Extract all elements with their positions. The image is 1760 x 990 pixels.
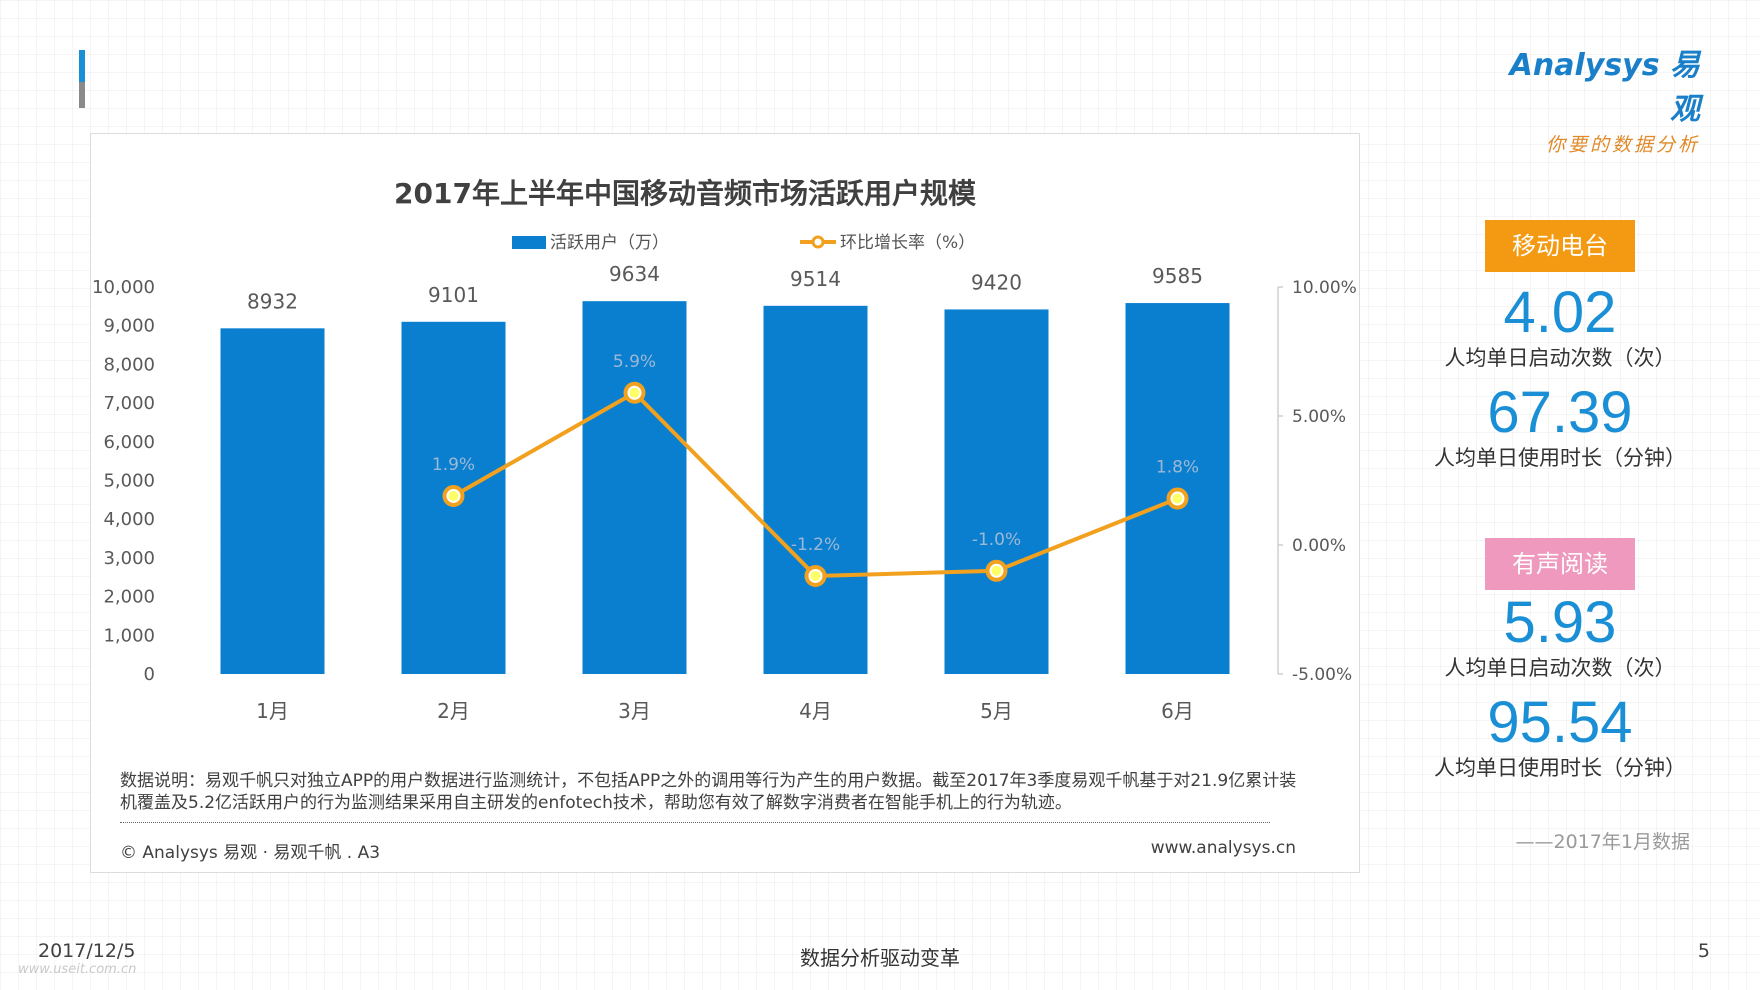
y-right-tick-label: -5.00% [1292,665,1352,685]
y-left-tick-label: 9,000 [103,316,155,337]
growth-point-core [810,570,821,581]
page-number: 5 [1697,940,1710,962]
growth-rate-label: 5.9% [613,352,656,372]
x-tick-label: 2月 [437,699,470,723]
audiobook-launches-value: 5.93 [1503,590,1617,655]
logo-brand: Analysys 易观 [1509,48,1700,127]
y-left-tick-label: 6,000 [103,432,155,453]
audiobook-duration-label: 人均单日使用时长（分钟） [1434,756,1686,780]
y-left-tick-label: 10,000 [92,277,155,298]
legend-line-marker [811,235,825,249]
radio-badge: 移动电台 [1485,220,1635,272]
y-left-tick-label: 0 [144,664,155,685]
bar-value-label: 9585 [1152,264,1203,288]
audiobook-duration-value: 95.54 [1487,690,1633,755]
accent-bar [79,50,85,108]
analysys-logo: Analysys 易观 你要的数据分析 [1500,40,1700,156]
bar [763,305,868,674]
y-right-tick-label: 10.00% [1292,278,1357,298]
growth-point-core [448,490,459,501]
data-period-note: ——2017年1月数据 [1515,831,1690,853]
x-tick-label: 1月 [256,699,289,723]
growth-rate-label: -1.2% [791,535,840,555]
dotted-divider [120,822,1270,823]
website-link[interactable]: www.analysys.cn [1150,838,1296,858]
growth-rate-points [442,381,1189,587]
radio-duration-value: 67.39 [1487,380,1633,445]
bar [220,328,325,674]
footer-date: 2017/12/5 [38,940,136,962]
x-tick-label: 4月 [799,699,832,723]
bar-value-label: 8932 [247,289,298,313]
y-left-tick-label: 5,000 [103,471,155,492]
growth-rate-label: 1.9% [432,455,475,475]
bar-value-label: 9420 [971,270,1022,294]
bar-value-label: 9101 [428,283,479,307]
bar [944,309,1049,674]
audiobook-badge: 有声阅读 [1485,538,1635,590]
right-axis: -5.00% 0.00% 5.00% 10.00% [1278,278,1357,685]
copyright: © Analysys 易观 · 易观千帆 . A3 [120,843,381,863]
audiobook-launches-label: 人均单日启动次数（次） [1444,656,1676,680]
source-watermark: www.useit.com.cn [18,962,137,977]
growth-point-core [1172,493,1183,504]
audiobook-stats: 有声阅读 5.93 人均单日启动次数（次） 95.54 人均单日使用时长（分钟） [1400,538,1720,782]
y-left-tick-label: 7,000 [103,393,155,414]
y-right-tick-label: 0.00% [1292,536,1346,556]
growth-point-core [629,387,640,398]
radio-launches-value: 4.02 [1503,280,1617,345]
bar-value-label: 9514 [790,267,841,291]
legend: 活跃用户（万） 环比增长率（%） [512,233,975,253]
x-tick-label: 5月 [980,699,1013,723]
y-left-tick-label: 2,000 [103,587,155,608]
x-tick-label: 3月 [618,699,651,723]
radio-duration-label: 人均单日使用时长（分钟） [1434,446,1686,470]
growth-rate-labels: 1.9% 5.9% -1.2% -1.0% 1.8% [432,352,1199,555]
growth-point-core [991,565,1002,576]
data-description: 数据说明：易观千帆只对独立APP的用户数据进行监测统计，不包括APP之外的调用等… [120,771,1297,813]
y-left-tick-label: 1,000 [103,625,155,646]
y-left-tick-label: 8,000 [103,354,155,375]
chart-title: 2017年上半年中国移动音频市场活跃用户规模 [394,177,976,210]
bar-series [220,301,1230,674]
legend-bar-label: 活跃用户（万） [550,233,669,253]
x-axis: 1月 2月 3月 4月 5月 6月 [256,699,1194,723]
growth-rate-label: 1.8% [1156,458,1199,478]
legend-line-label: 环比增长率（%） [840,233,975,253]
radio-launches-label: 人均单日启动次数（次） [1444,346,1676,370]
left-axis: 0 1,000 2,000 3,000 4,000 5,000 6,000 7,000 8,00… [92,277,155,685]
logo-tagline: 你要的数据分析 [1545,134,1700,156]
growth-rate-label: -1.0% [972,530,1021,550]
legend-bar-swatch [512,236,546,249]
bar-value-label: 9634 [609,262,660,286]
footer-slogan: 数据分析驱动变革 [800,946,960,970]
bar [582,301,687,674]
x-tick-label: 6月 [1161,699,1194,723]
bar-value-labels: 8932 9101 9634 9514 9420 9585 [247,262,1203,313]
y-left-tick-label: 3,000 [103,548,155,569]
y-right-tick-label: 5.00% [1292,407,1346,427]
radio-stats: 移动电台 4.02 人均单日启动次数（次） 67.39 人均单日使用时长（分钟） [1400,220,1720,472]
y-left-tick-label: 4,000 [103,509,155,530]
